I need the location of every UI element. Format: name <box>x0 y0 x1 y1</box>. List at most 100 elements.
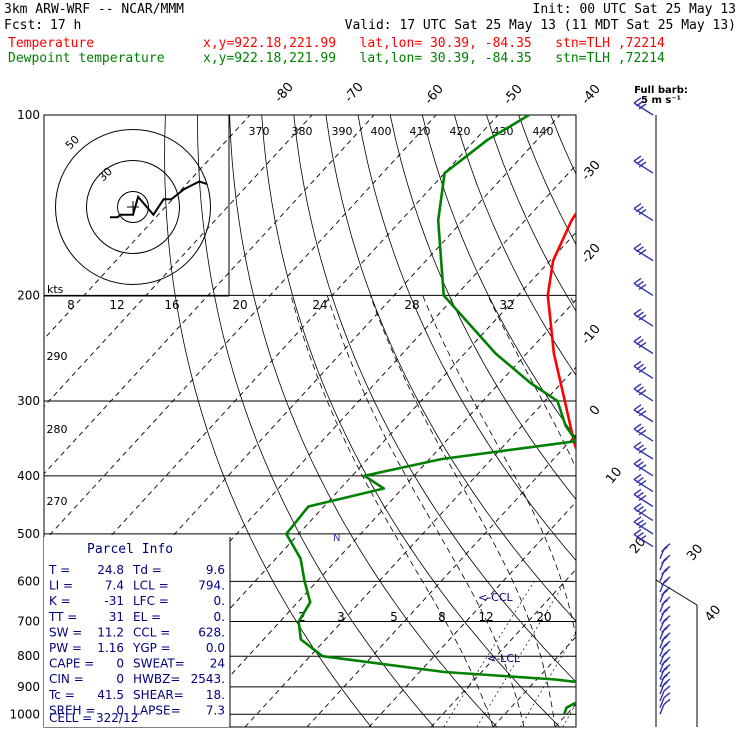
hodograph-speed-label: 12 <box>109 298 124 312</box>
wind-barb-flag <box>636 280 644 287</box>
wind-barb-shaft <box>633 507 654 522</box>
full-barb-label: Full barb: <box>634 85 688 96</box>
wind-barb-flag <box>663 664 671 671</box>
parcel-param-value: 9.6 <box>206 563 225 577</box>
wind-barb-flag <box>638 508 647 516</box>
wind-barb-flag <box>633 155 642 162</box>
valid-time: Valid: 17 UTC Sat 25 May 13 (11 MDT Sat … <box>344 18 736 33</box>
wind-barb-flag <box>638 447 647 454</box>
wind-barb <box>659 648 671 665</box>
dry-adiabat-label: 370 <box>249 125 270 138</box>
parcel-info-panel <box>44 537 230 727</box>
wind-barb <box>659 615 671 631</box>
parcel-param-value: 0.0 <box>206 641 225 655</box>
wind-barb-flag <box>661 618 668 625</box>
wind-barb-flag <box>663 685 671 692</box>
full-barb-units: 5 m s⁻¹ <box>641 95 681 106</box>
wind-barb-shaft <box>633 493 654 508</box>
mixing-ratio-line <box>520 631 576 727</box>
isotherm-label: 0 <box>587 403 604 419</box>
wind-barb-flag <box>661 599 668 606</box>
wind-marker-n: N <box>333 533 340 544</box>
wind-barb-flag <box>633 458 642 465</box>
dry-adiabat-label: 410 <box>410 125 431 138</box>
parcel-param-value: 7.3 <box>206 703 225 717</box>
wind-barb-flag <box>633 383 642 390</box>
dry-adiabat-label: 440 <box>533 125 554 138</box>
wind-barb-flag <box>636 426 644 433</box>
parcel-param-label: SW = <box>49 625 82 639</box>
wind-barb-shaft <box>633 446 654 460</box>
plot-frame <box>43 114 577 728</box>
wind-barb-flag <box>661 651 668 658</box>
isotherm-line <box>554 703 576 727</box>
parcel-param-label: SWEAT= <box>133 657 185 671</box>
moist-adiabat <box>487 295 576 470</box>
wind-barb-flag <box>663 623 671 630</box>
parcel-param-label: HWBZ= <box>133 672 180 686</box>
wind-barb <box>633 383 654 402</box>
mixing-ratio-label: 12 <box>478 610 493 624</box>
wind-barb-flag <box>633 277 642 284</box>
wind-barb <box>659 543 671 559</box>
wind-barb <box>659 698 671 715</box>
isotherm-label: -40 <box>579 82 604 108</box>
wind-barb-shaft <box>633 313 654 327</box>
wind-barb-flag <box>638 464 647 471</box>
wind-barb <box>659 576 671 593</box>
wind-barb-flag <box>661 643 668 650</box>
pressure-label-700: 700 <box>17 614 40 628</box>
dry-adiabat <box>421 115 576 439</box>
parcel-param-value: 0. <box>214 610 225 624</box>
wind-barb-flag <box>636 100 644 107</box>
wind-barb-flag <box>638 480 647 487</box>
wind-barb-flag <box>636 461 644 468</box>
dry-adiabat <box>389 115 576 501</box>
dry-adiabat <box>261 115 561 727</box>
isotherm-line <box>430 568 576 727</box>
pressure-label-800: 800 <box>17 649 40 663</box>
wind-barb-flag <box>638 429 647 436</box>
wind-barb <box>633 97 654 116</box>
wind-barb-flag <box>636 491 644 499</box>
dewpoint-location: x,y=922.18,221.99 lat,lon= 30.39, -84.35… <box>203 51 665 66</box>
moist-adiabat <box>290 295 494 727</box>
wind-barb <box>633 335 654 355</box>
wind-barb-shaft <box>633 340 654 355</box>
wind-barb-flag <box>663 678 671 685</box>
wind-barb <box>633 488 654 508</box>
parcel-param-label: Tc = <box>48 688 75 702</box>
wind-barb-flag <box>661 589 668 596</box>
wind-barb <box>659 632 671 649</box>
dewpoint-profile <box>285 115 576 715</box>
parcel-param-value: 628. <box>198 625 225 639</box>
dry-adiabat <box>293 115 576 683</box>
wind-barb <box>633 243 654 262</box>
wind-barb-flag <box>663 615 671 622</box>
dry-adiabat <box>711 115 740 727</box>
dry-adiabat-label: 420 <box>450 125 471 138</box>
hodograph-speed-label: 32 <box>499 298 514 312</box>
isotherm-label: -10 <box>579 322 604 348</box>
parcel-param-label: LI = <box>49 579 73 593</box>
isotherm-label: 10 <box>603 465 625 487</box>
pressure-label-200: 200 <box>17 288 40 302</box>
wind-barb-flag <box>636 338 644 346</box>
dry-adiabat <box>486 115 576 312</box>
hodograph-speed-label: 28 <box>404 298 419 312</box>
parcel-param-value: 0 <box>116 672 124 686</box>
wind-barb-flag <box>636 363 644 370</box>
wind-barb-flag <box>661 681 668 688</box>
wind-barb <box>659 692 671 708</box>
wind-barb-flag <box>636 246 644 253</box>
wind-barb <box>659 596 671 613</box>
hodograph-speed-label: 8 <box>67 298 75 312</box>
wind-barb-flag <box>638 494 647 502</box>
mixing-ratio-label: 3 <box>337 610 345 624</box>
wind-barb-flag <box>663 656 671 663</box>
lcl-marker: <-LCL <box>487 652 521 665</box>
dry-adiabat <box>164 115 372 727</box>
dry-adiabat-label: 280 <box>47 423 68 436</box>
parcel-param-value: 794. <box>198 579 225 593</box>
dewpoint-legend: Dewpoint temperature <box>8 51 165 66</box>
